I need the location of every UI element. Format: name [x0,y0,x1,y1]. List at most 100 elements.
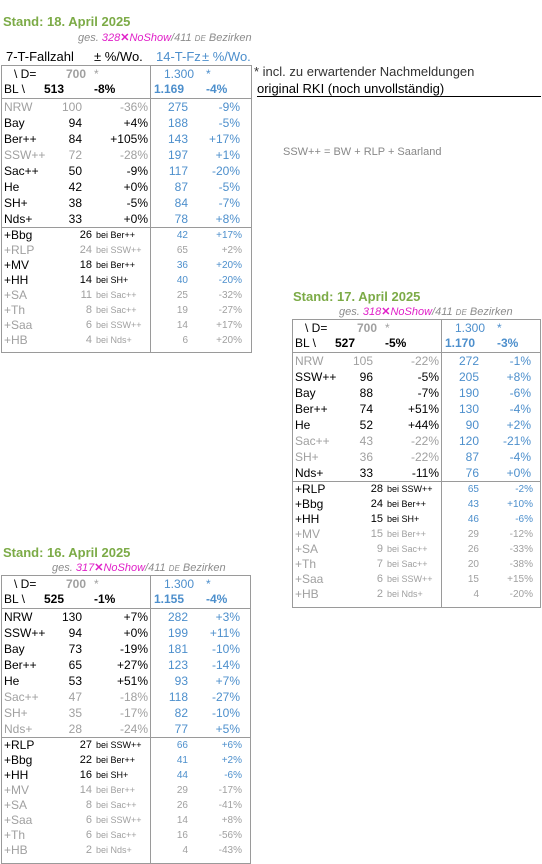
table-row: NRW 130 +7% 282 +3% [2,609,250,625]
note-ssw: SSW++ = BW + RLP + Saarland [283,146,442,158]
row-14t-pct: +1% [215,148,240,162]
table-row: Nds+ 33 +0% 78 +8% [2,211,251,227]
table-subrow: +HB 2 bei Nds+ 4 -20% [293,587,540,602]
bezirke-label: Bezirken [182,562,226,574]
row-7t: 43 [359,434,373,448]
row-14t: 181 [167,642,188,656]
subrow-bei: bei Ber++ [96,230,136,240]
subrow-14t: 19 [176,305,188,316]
row-name: SSW++ [295,370,337,384]
note-incl: * incl. zu erwartender Nachmeldungen [254,64,475,79]
subrow-bei: bei Sac++ [387,544,428,554]
row-name: SH+ [4,196,28,210]
subrow-name: +SA [295,542,319,556]
subrow-7t: 11 [80,289,92,301]
table-subrow: +Th 7 bei Sac++ 20 -38% [293,557,540,572]
row-7t-pct: -22% [410,450,439,464]
subrow-bei: bei Nds+ [96,845,132,855]
row-7t: 105 [352,354,373,368]
subrow-14t: 15 [467,574,479,585]
table-subrow: +HH 15 bei SH+ 46 -6% [293,512,540,527]
subrow-14t: 43 [467,499,479,510]
row-14t-pct: -7% [218,196,240,210]
header-bl-row: BL \ 525 -1% 1.155 -4% [2,591,250,607]
subrow-7t: 9 [376,543,383,555]
row-14t: 90 [465,418,479,432]
row-14t-pct: +8% [506,370,531,384]
subrow-14t: 41 [176,755,188,766]
subrow-14t-pct: -17% [218,785,242,796]
table-subrow: +RLP 24 bei SSW++ 65 +2% [2,243,251,258]
subrow-7t: 14 [79,274,92,286]
row-7t: 33 [359,466,373,480]
row-7t: 74 [359,402,373,416]
stand-title-18: Stand: 18. April 2025 [3,14,131,29]
row-14t-pct: -6% [509,386,531,400]
row-14t-pct: +2% [506,418,531,432]
row-7t-pct: -22% [410,354,439,368]
table-subrow: +Saa 6 bei SSW++ 15 +15% [293,572,540,587]
row-14t-pct: -4% [509,450,531,464]
subrow-bei: bei Ber++ [96,785,136,795]
subrow-bei: bei Sac++ [96,800,137,810]
subrow-14t: 16 [176,830,188,841]
row-7t: 94 [68,626,82,640]
de-label: DE [194,34,206,43]
subrow-7t: 2 [85,844,92,856]
row-name: Ber++ [4,132,37,146]
row-14t: 272 [458,354,479,368]
bl-14t: 1.155 [154,592,185,606]
row-7t-pct: +7% [123,610,148,624]
bl-pct: -5% [385,336,407,350]
table-row: He 42 +0% 87 -5% [2,179,251,195]
subrow-bei: bei SSW++ [387,574,433,584]
table-subrow: +MV 18 bei Ber++ 36 +20% [2,258,251,273]
subrow-bei: bei SH+ [387,514,420,524]
row-7t-pct: +105% [110,132,148,146]
row-14t-pct: -10% [211,706,240,720]
table-row: He 52 +44% 90 +2% [293,417,540,433]
row-14t: 143 [167,132,188,146]
subrow-14t-pct: -27% [218,305,242,316]
d-700: 700 [66,67,87,81]
ges-line-18: ges. 328✕NoShow/411 DE Bezirken [78,31,252,44]
subrow-name: +RLP [4,243,35,257]
subrow-14t-pct: -12% [509,529,533,540]
bl-label: BL \ [295,336,316,350]
col-14t-title: 14-T-Fz [156,49,201,64]
subrow-name: +SA [4,798,28,812]
row-7t-pct: +0% [123,212,148,226]
bl-label: BL \ [4,82,25,96]
subrow-name: +HB [4,333,28,347]
subrow-14t: 44 [176,770,188,781]
table-row: Bay 94 +4% 188 -5% [2,115,251,131]
row-name: SSW++ [4,148,46,162]
noshow-x-icon: ✕ [381,306,391,318]
row-14t: 82 [174,706,188,720]
subrow-14t-pct: +17% [216,320,242,331]
subrow-7t: 28 [370,483,383,495]
row-7t: 94 [68,116,82,130]
row-14t: 188 [167,116,188,130]
subrow-14t: 14 [176,320,188,331]
subrow-14t: 66 [176,740,188,751]
row-14t-pct: -1% [509,354,531,368]
noshow-label: NoShow [103,562,146,574]
subrow-14t: 65 [467,484,479,495]
bezirke-label: Bezirken [208,32,252,44]
row-14t-pct: -20% [211,164,240,178]
subrow-14t-pct: +20% [216,335,242,346]
table-16-april: \ D= 700 * 1.300 * BL \ 525 -1% 1.155 -4% NRW 130 +7… [1,575,251,864]
subrow-14t-pct: +6% [221,740,242,751]
row-14t: 93 [174,674,188,688]
row-14t: 117 [168,164,188,178]
subrow-bei: bei Ber++ [387,499,427,509]
noshow-x-icon: ✕ [120,32,130,44]
row-name: NRW [4,610,33,624]
row-14t: 197 [167,148,188,162]
bl-14pct: -3% [497,336,519,350]
row-14t: 87 [465,450,479,464]
subrow-name: +MV [295,527,321,541]
subrow-14t: 20 [467,559,479,570]
row-14t-pct: +5% [215,722,240,736]
